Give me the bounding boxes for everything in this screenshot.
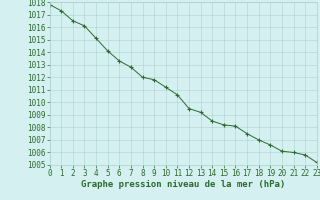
X-axis label: Graphe pression niveau de la mer (hPa): Graphe pression niveau de la mer (hPa): [81, 180, 285, 189]
